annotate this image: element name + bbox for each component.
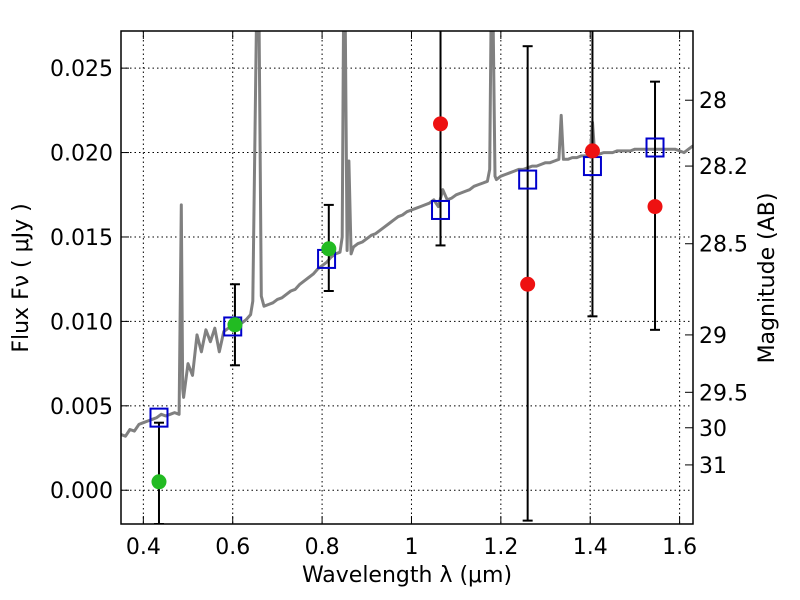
y-tick-label: 0.005 [50, 395, 113, 420]
model-square-point [431, 199, 451, 220]
x-axis-title: Wavelength λ (μm) [302, 563, 512, 588]
right-axis-title: Magnitude (AB) [755, 193, 780, 364]
x-tick-label: 1 [404, 535, 418, 560]
y-tick-label: 0.000 [50, 479, 113, 504]
data-markers [149, 116, 665, 490]
x-tick-label: 0.4 [126, 535, 161, 560]
right-tick-label: 28.5 [699, 233, 748, 258]
y-tick-label: 0.015 [50, 226, 113, 251]
non-detection-point [520, 276, 536, 292]
right-tick-label: 29 [699, 324, 727, 349]
right-tick-label: 28.2 [699, 155, 748, 180]
x-tick-label: 1.2 [483, 535, 518, 560]
y-tick-label: 0.010 [50, 310, 113, 335]
plot-frame [120, 30, 694, 525]
model-square-point [149, 407, 169, 428]
plot-area [121, 31, 693, 524]
x-tick-label: 1.4 [573, 535, 608, 560]
right-tick-label: 29.5 [699, 381, 748, 406]
right-tick-label: 30 [699, 417, 727, 442]
error-bars [153, 31, 661, 524]
x-tick-label: 0.6 [215, 535, 250, 560]
grid [121, 31, 693, 524]
model-spectrum-line [121, 31, 693, 438]
x-tick-label: 0.8 [305, 535, 340, 560]
non-detection-point [433, 116, 449, 132]
y-tick-label: 0.020 [50, 142, 113, 167]
y-tick-label: 0.025 [50, 57, 113, 82]
x-tick-label: 1.6 [662, 535, 697, 560]
axis-ticks: 0.4 0.6 0.8 1 1.2 1.4 1.6 0.000 0.005 0.010 0.015 0… [50, 31, 697, 560]
detection-point [321, 241, 337, 257]
right-tick-label: 28 [699, 89, 727, 114]
non-detection-point [584, 143, 600, 159]
right-tick-label: 31 [699, 454, 727, 479]
right-axis-ticks: 28 28.2 28.5 29 29.5 30 31 [685, 89, 748, 479]
non-detection-point [647, 199, 663, 215]
model-square-point [645, 137, 665, 158]
detection-point [151, 474, 167, 490]
detection-point [227, 317, 243, 333]
model-square-point [518, 169, 538, 190]
y-axis-title: Flux Fν ( μJy ) [9, 203, 34, 352]
